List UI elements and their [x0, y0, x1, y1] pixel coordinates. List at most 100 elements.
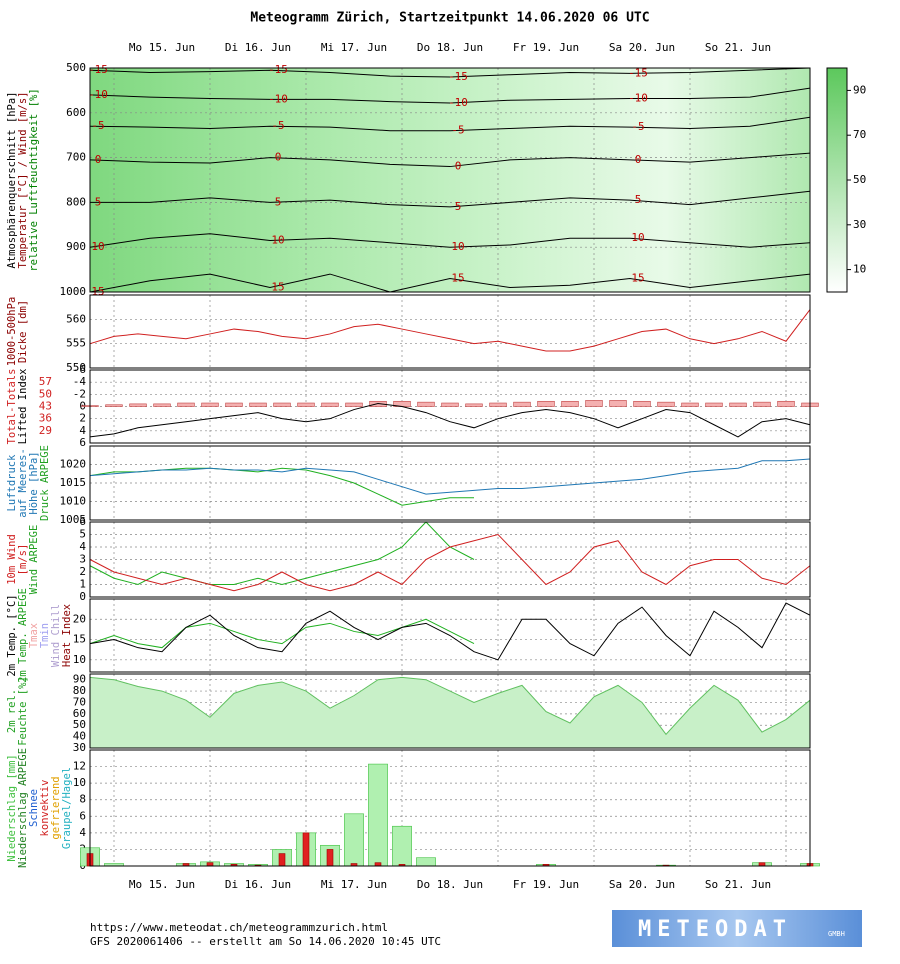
axis-label: 2m Temp. [°C]	[6, 594, 18, 676]
y-tick-label: 6	[79, 436, 86, 449]
line	[89, 618, 475, 649]
y-tick-label: 4	[79, 424, 86, 437]
y2-tick-label: 43	[39, 400, 52, 413]
isotherm-label: -10	[88, 88, 108, 101]
area	[89, 676, 811, 749]
logo-bg	[612, 910, 862, 947]
bar	[441, 402, 459, 407]
panel-frame	[89, 521, 811, 598]
isotherm-label: 5	[635, 193, 642, 206]
line	[89, 402, 811, 438]
axis-label: Heat Index	[61, 604, 73, 667]
axis-label: Luftdruck	[6, 454, 18, 512]
isotherm-label: -5	[451, 124, 464, 137]
panel-frame	[89, 598, 811, 673]
footer-url: https://www.meteodat.ch/meteogrammzurich…	[90, 921, 388, 934]
axis-label: 2m rel.	[6, 689, 18, 733]
bar	[681, 402, 699, 407]
bar	[609, 400, 627, 407]
isotherm	[89, 87, 811, 104]
bar	[201, 402, 219, 407]
y-tick-label: 4	[79, 540, 86, 553]
axis-label: Höhe [hPa]	[28, 451, 40, 514]
isotherm	[89, 116, 811, 132]
axis-label: Druck ARPEGE	[39, 445, 51, 521]
x-label-top: So 21. Jun	[705, 41, 771, 54]
axis-label: Lifted Index	[17, 369, 29, 445]
x-label-bottom: So 21. Jun	[705, 878, 771, 891]
bar	[321, 402, 339, 407]
bar	[561, 400, 579, 407]
y-tick-label: 20	[73, 612, 86, 625]
isotherm-label: 0	[95, 153, 102, 166]
axis-label: [m/s]	[17, 544, 29, 576]
x-label-bottom: Mi 17. Jun	[321, 878, 387, 891]
y-tick-label: 1000	[60, 285, 87, 298]
y-tick-label: 40	[73, 730, 86, 743]
isotherm-label: 15	[631, 272, 644, 285]
y-tick-label: 550	[66, 361, 86, 374]
isotherm-label: -15	[88, 63, 108, 76]
bar	[489, 402, 507, 407]
axis-label: Atmosphärenquerschnitt [hPa]	[6, 91, 18, 268]
y-tick-label: 2	[79, 565, 86, 578]
axis-label: Total-Totals	[6, 369, 18, 445]
y-tick-label: 1010	[60, 495, 87, 508]
y-tick-label: 560	[66, 312, 86, 325]
x-label-top: Mi 17. Jun	[321, 41, 387, 54]
axis-label: 2m Temp. ARPEGE	[17, 588, 29, 683]
y-tick-label: 800	[66, 195, 86, 208]
isotherm-label: 5	[455, 200, 462, 213]
isotherm-label: -15	[628, 66, 648, 79]
y-tick-label: 1015	[60, 476, 87, 489]
isotherm-label: 5	[95, 195, 102, 208]
isotherm	[89, 233, 811, 248]
isotherm-label: 0	[275, 151, 282, 164]
y-tick-label: 70	[73, 695, 86, 708]
x-label-bottom: Mo 15. Jun	[129, 878, 195, 891]
logo-suffix: GMBH	[828, 930, 845, 938]
y-tick-label: 2	[79, 412, 86, 425]
x-label-top: Mo 15. Jun	[129, 41, 195, 54]
axis-label: Wind ARPEGE	[28, 525, 40, 595]
y2-tick-label: 29	[39, 424, 52, 437]
footer-run: GFS 2020061406 -- erstellt am So 14.06.2…	[90, 935, 441, 948]
axis-label: Niederschlag ARPEGE	[17, 748, 29, 868]
y-tick-label: 4	[79, 826, 86, 839]
isotherm-label: -15	[268, 63, 288, 76]
y-tick-label: 8	[79, 793, 86, 806]
colorbar-label: 10	[853, 263, 866, 276]
axis-label: Schnee	[28, 789, 40, 827]
y-tick-label: 6	[79, 515, 86, 528]
bar	[345, 402, 363, 407]
y-tick-label: 10	[73, 653, 86, 666]
axis-label: Tmin	[39, 623, 51, 648]
y-tick-label: 6	[79, 809, 86, 822]
y2-tick-label: 50	[39, 387, 52, 400]
bar	[537, 400, 555, 407]
isotherm	[89, 67, 811, 78]
bar	[368, 763, 388, 867]
axis-label: gefrierend	[50, 776, 62, 839]
axis-label: 10m Wind	[6, 534, 18, 585]
colorbar-label: 70	[853, 128, 866, 141]
isotherm-label: 10	[271, 233, 284, 246]
isotherm-label: 10	[451, 240, 464, 253]
bar	[153, 403, 171, 407]
axis-label: Feuchte [%]	[17, 676, 29, 746]
x-label-bottom: Di 16. Jun	[225, 878, 291, 891]
line	[89, 602, 811, 661]
bar	[273, 402, 291, 407]
bar	[657, 401, 675, 407]
axis-label: Wind Chill	[50, 604, 62, 667]
bar	[416, 857, 436, 867]
y-tick-label: 900	[66, 240, 86, 253]
isotherm-label: -10	[628, 91, 648, 104]
y-tick-label: 50	[73, 718, 86, 731]
bar	[177, 402, 195, 407]
axis-label: 1000-500hPa	[6, 297, 18, 367]
isotherm	[90, 190, 811, 208]
y-tick-label: 10	[73, 776, 86, 789]
logo-name: METEODAT	[638, 917, 792, 942]
x-label-top: Do 18. Jun	[417, 41, 483, 54]
